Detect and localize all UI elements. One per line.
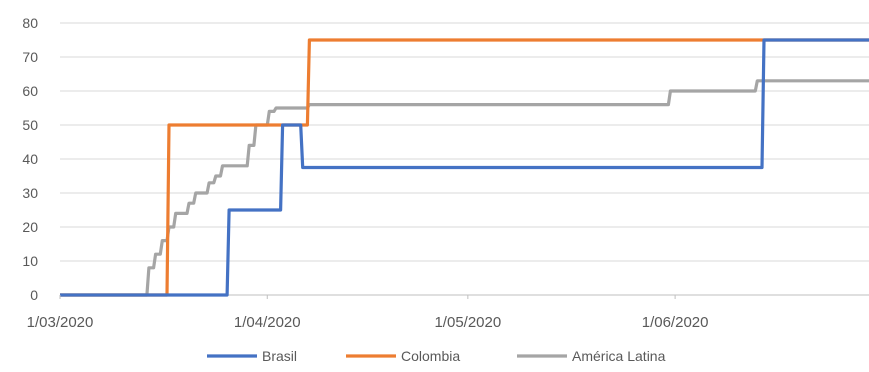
x-tick-label: 1/06/2020 bbox=[642, 314, 709, 331]
y-tick-label: 10 bbox=[22, 253, 38, 269]
axis-layer: 0 10 20 30 40 50 60 70 80 1/03/2020 1/04/2020 1/05/… bbox=[22, 15, 708, 331]
y-tick-label: 40 bbox=[22, 151, 38, 167]
series-layer bbox=[60, 38, 869, 297]
legend-label: Colombia bbox=[401, 348, 460, 364]
x-tick-label: 1/05/2020 bbox=[434, 314, 501, 331]
series-line-brasil bbox=[60, 38, 869, 297]
legend: Brasil Colombia América Latina bbox=[207, 348, 666, 364]
y-tick-label: 50 bbox=[22, 117, 38, 133]
series-line-america-latina bbox=[60, 79, 869, 297]
x-tick-label: 1/04/2020 bbox=[234, 314, 301, 331]
y-tick-label: 20 bbox=[22, 219, 38, 235]
y-tick-label: 70 bbox=[22, 49, 38, 65]
y-tick-label: 0 bbox=[30, 287, 38, 303]
y-tick-label: 60 bbox=[22, 83, 38, 99]
y-tick-label: 30 bbox=[22, 185, 38, 201]
y-tick-label: 80 bbox=[22, 15, 38, 31]
legend-label: América Latina bbox=[572, 348, 666, 364]
grid-layer bbox=[60, 22, 869, 296]
x-tick-label: 1/03/2020 bbox=[27, 314, 94, 331]
legend-label: Brasil bbox=[262, 348, 297, 364]
